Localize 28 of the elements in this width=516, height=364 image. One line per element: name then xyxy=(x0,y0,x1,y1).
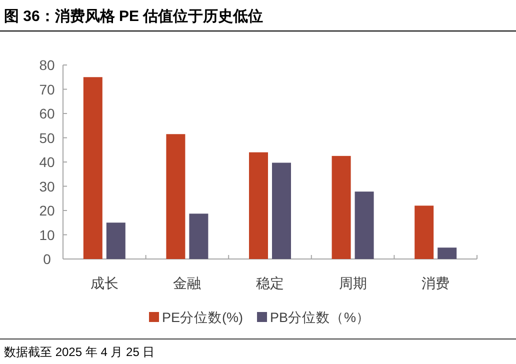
bar xyxy=(83,77,102,259)
x-tick-label: 消费 xyxy=(422,275,450,291)
y-tick-label: 40 xyxy=(39,154,55,170)
x-tick-label: 金融 xyxy=(173,275,202,291)
bar xyxy=(332,156,351,259)
bar xyxy=(249,152,268,259)
text: 数据截至 2025 年 4 月 25 日 xyxy=(4,345,155,359)
y-tick-label: 70 xyxy=(39,81,55,98)
bar xyxy=(272,162,291,259)
bar xyxy=(189,214,208,259)
y-tick-label: 10 xyxy=(39,226,55,243)
legend-label: PE分位数(%) xyxy=(162,310,244,325)
chart-title: 图 36：消费风格 PE 估值位于历史低位 xyxy=(4,8,264,25)
y-tick-label: 60 xyxy=(39,106,55,122)
y-tick-label: 0 xyxy=(43,251,52,267)
y-tick-label: 80 xyxy=(39,57,55,73)
y-tick-label: 50 xyxy=(39,130,55,146)
y-tick-label: 30 xyxy=(39,178,55,194)
x-tick-label: 成长 xyxy=(90,275,118,291)
bar xyxy=(166,134,186,259)
x-tick-label: 周期 xyxy=(338,275,367,291)
bar xyxy=(414,206,434,259)
bar xyxy=(354,192,374,259)
bar xyxy=(438,248,457,259)
x-tick-label: 稳定 xyxy=(256,275,284,291)
bar xyxy=(106,222,126,259)
y-tick-label: 20 xyxy=(39,202,55,218)
legend-label: PB分位数（%） xyxy=(270,310,370,325)
